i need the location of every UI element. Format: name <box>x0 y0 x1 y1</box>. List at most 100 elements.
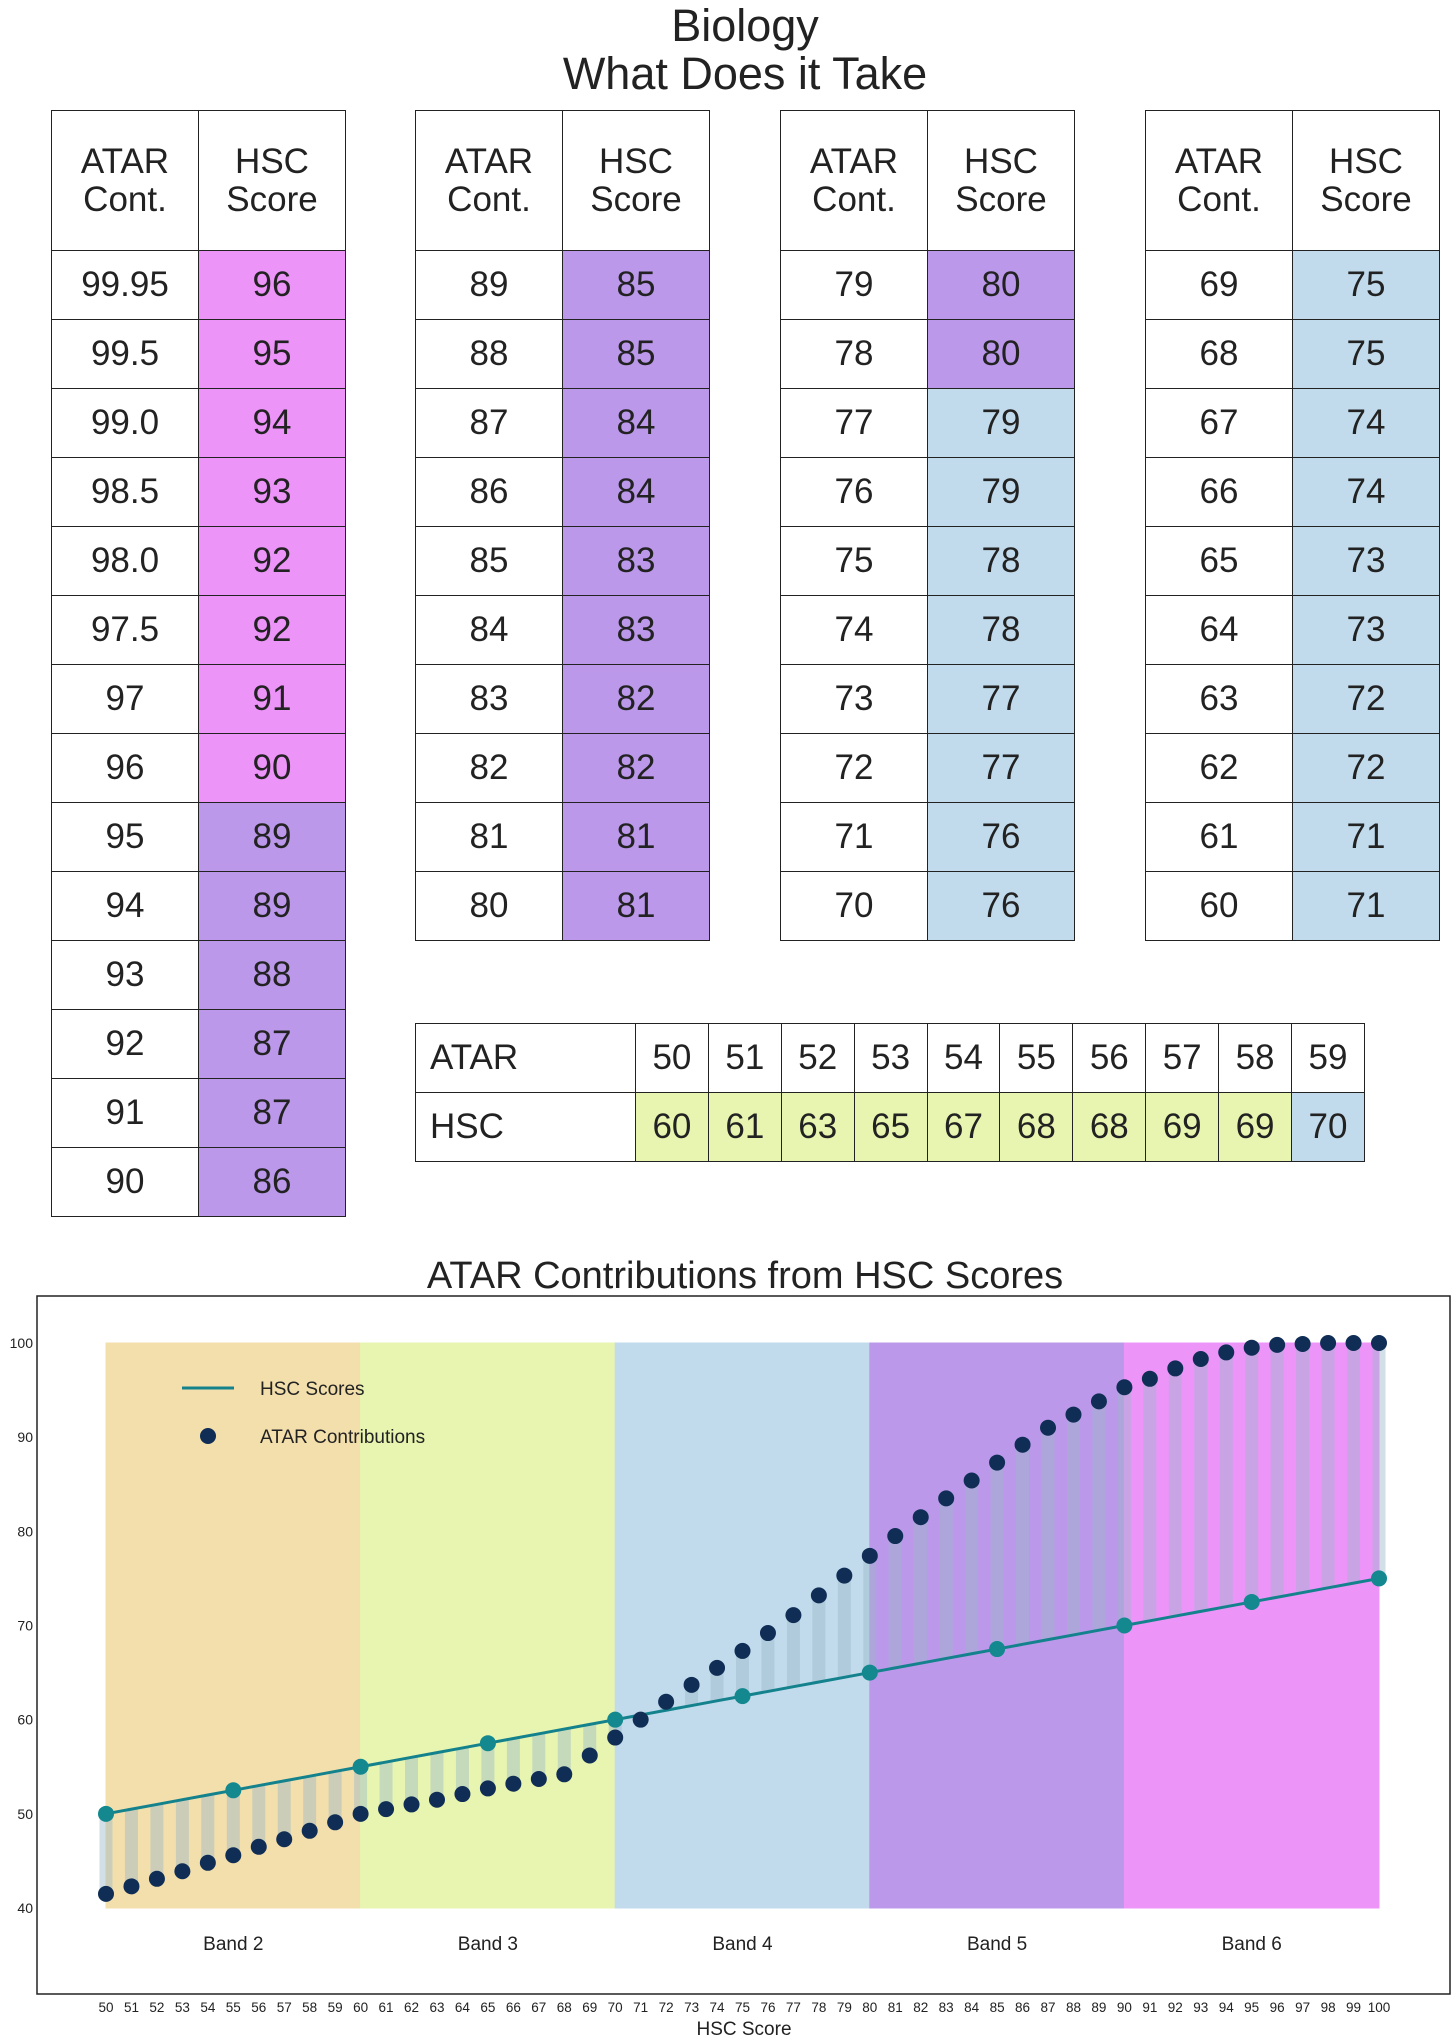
atar-contribution-point <box>505 1775 522 1792</box>
atar-contribution-point <box>1294 1335 1311 1352</box>
header-atar-cont: ATAR Cont. <box>780 110 928 251</box>
gap-bar <box>1347 1343 1361 1584</box>
x-tick-label: 100 <box>1368 2000 1391 2015</box>
x-tick-label: 51 <box>124 2000 139 2015</box>
atar-cell: 64 <box>1145 595 1293 665</box>
gap-bar <box>1270 1344 1284 1598</box>
atar-cell: 69 <box>1145 250 1293 320</box>
atar-contribution-point <box>327 1814 344 1831</box>
table-row: 96 90 <box>51 733 346 803</box>
x-tick-label: 77 <box>786 2000 801 2015</box>
x-tick-label: 64 <box>455 2000 471 2015</box>
x-tick-label: 60 <box>353 2000 368 2015</box>
atar-contribution-point <box>148 1870 165 1887</box>
atar-cell: 99.5 <box>51 319 199 389</box>
x-tick-label: 80 <box>862 2000 877 2015</box>
y-tick-label: 100 <box>10 1335 34 1351</box>
atar-cell: 73 <box>780 664 928 734</box>
hsc-cell: 84 <box>562 388 710 458</box>
gap-bar <box>354 1766 368 1814</box>
atar-contribution-point <box>1269 1336 1286 1353</box>
legend-label-hsc: HSC Scores <box>260 1379 365 1400</box>
table-row: 94 89 <box>51 871 346 941</box>
hsc-cell: 69 <box>1218 1092 1293 1162</box>
atar-contribution-point <box>836 1567 853 1584</box>
x-tick-label: 79 <box>837 2000 852 2015</box>
hsc-cell: 68 <box>999 1092 1074 1162</box>
gap-bar <box>837 1575 851 1678</box>
gap-bar <box>557 1729 571 1775</box>
atar-contribution-point <box>734 1642 751 1659</box>
x-tick-label: 72 <box>659 2000 674 2015</box>
gap-bar <box>226 1790 240 1856</box>
atar-cell: 56 <box>1072 1023 1147 1093</box>
row-label-atar: ATAR <box>415 1023 636 1093</box>
x-tick-label: 70 <box>608 2000 623 2015</box>
hsc-cell: 76 <box>927 871 1075 941</box>
atar-cell: 84 <box>415 595 563 665</box>
table-row: 98.5 93 <box>51 457 346 527</box>
hsc-score-marker <box>989 1641 1006 1658</box>
hsc-cell: 73 <box>1292 526 1440 596</box>
gap-bar <box>124 1809 138 1887</box>
atar-cell: 51 <box>707 1023 782 1093</box>
x-tick-label: 95 <box>1244 2000 1259 2015</box>
atar-contribution-point <box>250 1838 267 1855</box>
table-row: 73 77 <box>780 664 1075 734</box>
table-row: 99.5 95 <box>51 319 346 389</box>
hsc-cell: 87 <box>198 1078 346 1148</box>
hsc-score-line <box>105 1576 1380 1816</box>
table-row: 91 87 <box>51 1078 346 1148</box>
atar-row: ATAR 50 51 52 53 54 55 56 57 58 59 <box>415 1023 1365 1093</box>
atar-cell: 52 <box>780 1023 855 1093</box>
gap-bar <box>1194 1359 1208 1612</box>
gap-bar <box>201 1795 215 1863</box>
header-hsc-score: HSC Score <box>927 110 1075 251</box>
gap-bar <box>1041 1427 1055 1640</box>
hsc-score-marker <box>98 1805 114 1822</box>
gap-bar <box>812 1595 826 1682</box>
gap-bar <box>175 1799 189 1872</box>
plot-frame <box>36 1295 1451 1995</box>
hsc-cell: 72 <box>1292 733 1440 803</box>
table-row: 97.5 92 <box>51 595 346 665</box>
atar-cell: 68 <box>1145 319 1293 389</box>
atar-cell: 87 <box>415 388 563 458</box>
hsc-cell: 74 <box>1292 388 1440 458</box>
y-tick-label: 70 <box>17 1618 33 1634</box>
x-tick-label: 78 <box>811 2000 826 2015</box>
atar-contribution-point <box>632 1711 649 1728</box>
x-tick-label: 81 <box>888 2000 903 2015</box>
x-tick-label: 69 <box>582 2000 597 2015</box>
gap-bar <box>252 1785 266 1847</box>
atar-contribution-point <box>1371 1335 1387 1351</box>
gap-bar <box>990 1462 1004 1650</box>
gap-bar <box>1245 1347 1259 1602</box>
atar-contribution-point <box>352 1805 369 1822</box>
hsc-cell: 75 <box>1292 250 1440 320</box>
band-region <box>869 1342 1125 1909</box>
atar-contribution-point <box>530 1770 547 1787</box>
atar-cell: 65 <box>1145 526 1293 596</box>
band-label: Band 5 <box>967 1934 1027 1955</box>
legend-label-atar: ATAR Contributions <box>260 1427 425 1448</box>
table-row: 64 73 <box>1145 595 1440 665</box>
band-region <box>1123 1342 1380 1909</box>
x-tick-label: 91 <box>1142 2000 1157 2015</box>
hsc-cell: 79 <box>927 457 1075 527</box>
atar-contribution-point <box>1243 1339 1260 1356</box>
atar-cell: 94 <box>51 871 199 941</box>
table-row: 63 72 <box>1145 664 1440 734</box>
lookup-table-3: ATAR Cont. HSC Score 79 80 78 80 77 79 76 79 75 78 7… <box>780 110 1075 941</box>
hsc-cell: 92 <box>198 526 346 596</box>
x-tick-label: 92 <box>1168 2000 1183 2015</box>
lookup-table-2: ATAR Cont. HSC Score 89 85 88 85 87 84 86 84 85 83 8… <box>415 110 710 941</box>
atar-contribution-point <box>199 1854 216 1871</box>
table-row: 75 78 <box>780 526 1075 596</box>
gap-bar <box>1321 1343 1335 1588</box>
band-region <box>105 1342 362 1909</box>
gap-bar <box>634 1714 648 1720</box>
y-tick-label: 60 <box>17 1712 33 1728</box>
table-row: 60 71 <box>1145 871 1440 941</box>
x-tick-label: 76 <box>760 2000 775 2015</box>
